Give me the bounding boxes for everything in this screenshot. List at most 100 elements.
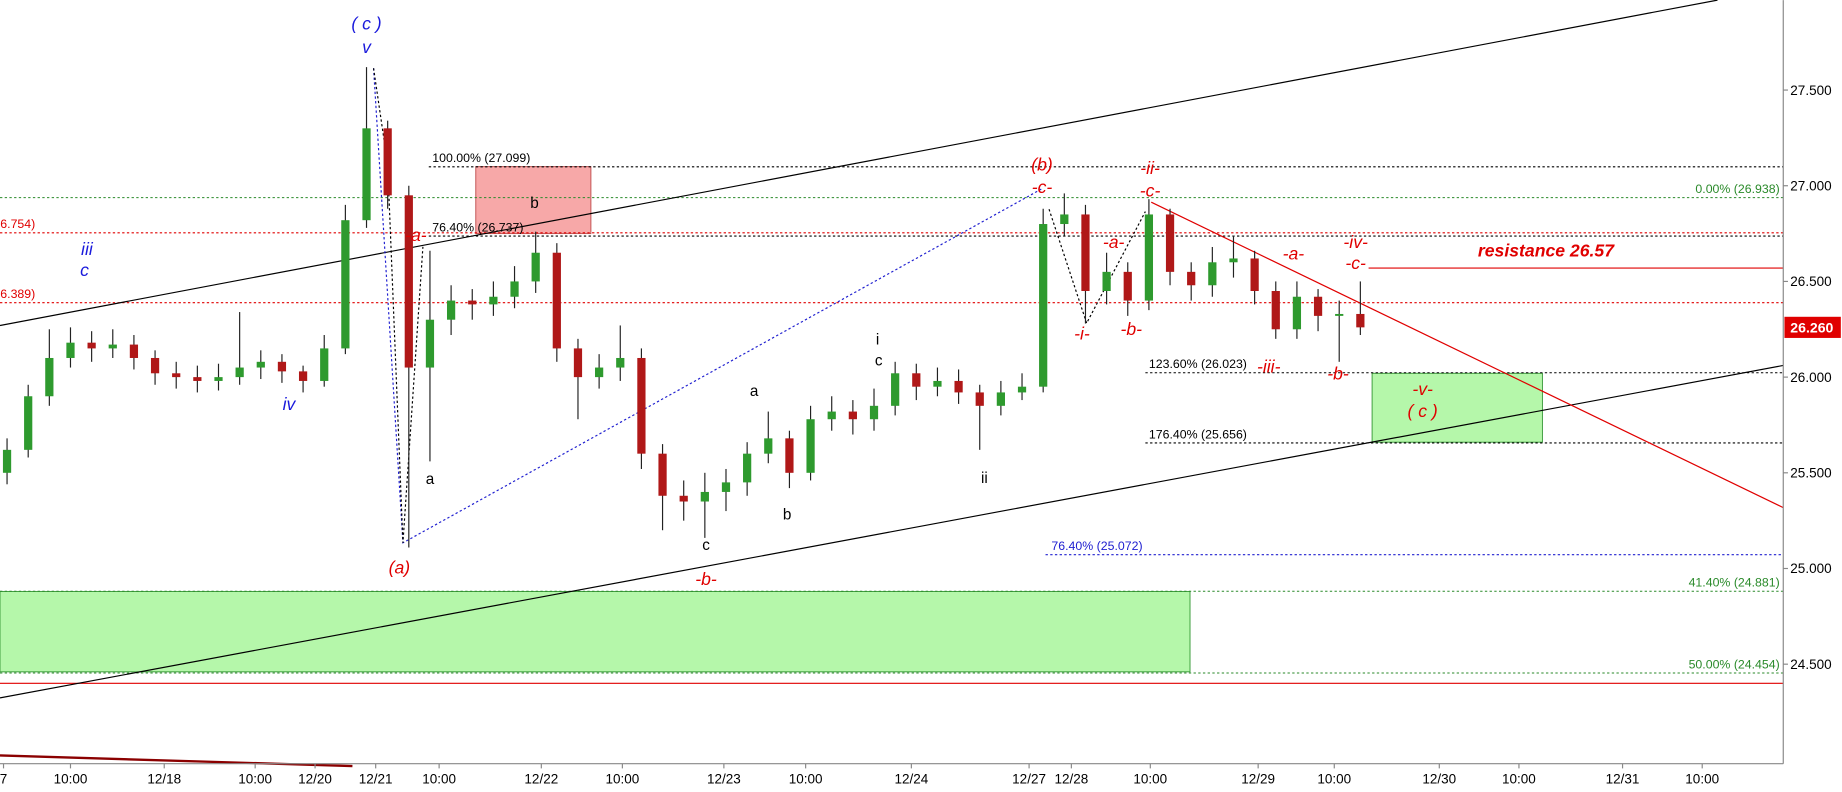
candle-body [531,252,540,282]
wave-label: ( c ) [1407,401,1437,421]
x-tick-label: 12/18 [147,772,181,787]
y-tick-label: 26.500 [1790,274,1831,289]
level-label: 176.40% (25.656) [1149,427,1247,441]
candle-body [256,361,265,368]
candle-body [489,296,498,305]
wave-label: v [362,37,372,57]
level-label: 0.00% (26.938) [1695,182,1779,196]
wave-label: ii [981,470,988,487]
wave-line [1048,209,1146,325]
candle-body [658,453,667,496]
x-tick-label: 12/22 [524,772,558,787]
candle-body [150,357,160,374]
wave-label: c [702,537,710,554]
wave-label: -a- [1103,232,1125,252]
candle-body [446,300,456,320]
candle-body [616,357,625,368]
wave-label: -a- [405,225,427,245]
zone [1371,372,1543,443]
wave-label: -i- [1074,324,1090,344]
level-label: 123.60% (26.023) [1149,357,1247,371]
candle-body [24,396,33,450]
candle-body [637,357,646,454]
candle-body [679,495,688,502]
candle-body [1313,296,1323,316]
candle-body [806,419,815,473]
wave-label: -c- [1140,180,1161,200]
candle-body [785,438,794,473]
candle-body [552,252,561,349]
wave-label: b [783,506,792,523]
candle-body [1039,224,1048,387]
wave-label: -b- [695,569,717,589]
wave-label: iii [81,239,94,259]
x-tick-label: 12/29 [1241,772,1275,787]
channel-line [0,364,1784,699]
level-label: 50.00% (24.454) [1689,657,1780,671]
level-label: 100.00% (27.099) [432,151,530,165]
wave-label: -iii- [1257,357,1281,377]
candle-body [848,411,857,420]
candle-body [108,344,117,349]
wave-label: -b- [1327,364,1349,384]
candle-body [975,392,984,406]
candle-body [1187,271,1196,286]
y-tick-label: 27.500 [1790,83,1831,98]
candle-body [827,411,836,420]
candle-body [172,373,181,378]
candle-body [362,128,371,221]
candle-body [1271,291,1280,330]
candle-body [1229,258,1238,263]
x-tick-label: 12/24 [894,772,928,787]
candle-body [700,491,709,502]
candle-body [1123,271,1132,301]
candle-body [1081,214,1090,292]
y-tick-label: 24.500 [1790,657,1831,672]
wave-label: b [530,195,539,212]
candle-body [1208,262,1217,286]
candle-body [193,377,202,381]
levels: 100.00% (27.099) 0.00% (26.938) (26.754) 76… [0,151,1784,684]
candle-body [891,373,900,406]
candle-body [954,380,963,393]
wave-label: c [875,352,883,369]
wave-label: c [80,260,89,280]
wave-label: a [750,383,759,400]
level-label: 41.40% (24.881) [1689,576,1780,590]
x-tick-label: 10:00 [1317,772,1351,787]
candle-body [320,348,329,381]
candle-body [1250,258,1259,292]
candle-body [721,482,731,492]
wave-label: iv [283,394,297,414]
wave-label: i [876,331,879,348]
candle-body [1017,386,1027,393]
candle-body [468,300,477,305]
candle-body [1335,313,1344,316]
x-tick-label: 10:00 [1502,772,1536,787]
wave-label: -iv- [1343,232,1368,252]
candle-body [1102,271,1111,292]
candle-body [87,342,96,349]
x-tick-label: 10:00 [1685,772,1719,787]
y-tick-label: 25.500 [1790,466,1831,481]
x-tick-label: 7 [0,772,7,787]
candle-body [996,392,1005,406]
wave-label: -ii- [1140,158,1160,178]
x-tick-label: 12/31 [1606,772,1640,787]
candle-body [743,453,752,483]
wave-line [372,68,424,543]
labels: ( c )viiiciv-a-ab(a)-b-cabicii(b)-c--i--… [80,13,1438,589]
x-tick-label: 12/27 [1012,772,1046,787]
wave-label: -v- [1412,379,1433,399]
x-tick-label: 12/21 [359,772,393,787]
zone [0,590,1191,673]
zones [0,166,1543,673]
candle-body [214,377,223,381]
x-tick-label: 10:00 [605,772,639,787]
candles [2,67,1365,548]
y-tick-label: 25.000 [1790,561,1831,576]
current-price-label: 26.260 [1790,320,1833,336]
wave-label: a [426,471,435,488]
